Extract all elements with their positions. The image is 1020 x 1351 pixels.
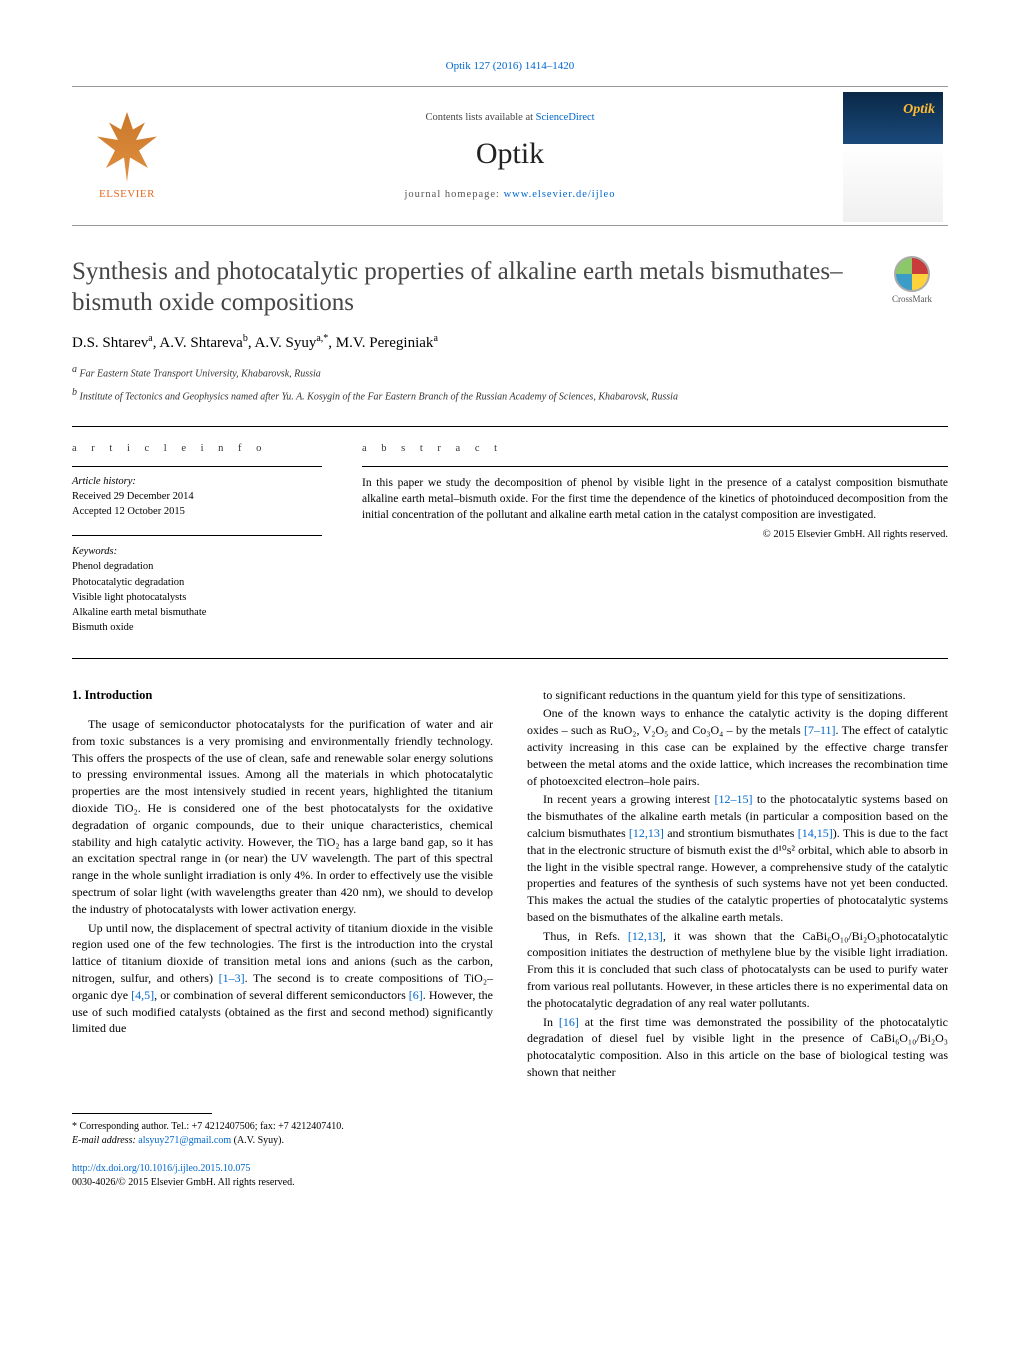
journal-cover-thumbnail[interactable] [843, 92, 943, 222]
history-label: Article history: [72, 476, 136, 487]
crossmark-badge[interactable]: CrossMark [876, 256, 948, 304]
keyword: Bismuth oxide [72, 622, 134, 633]
abstract-text: In this paper we study the decomposition… [362, 475, 948, 523]
homepage-prefix: journal homepage: [405, 189, 504, 200]
elsevier-tree-icon [97, 112, 157, 182]
keywords-block: Keywords: Phenol degradation Photocatalyt… [72, 544, 322, 635]
footnote-divider [72, 1113, 212, 1114]
crossmark-icon [894, 256, 930, 292]
citation-ref[interactable]: [12,13] [629, 826, 664, 840]
divider [72, 426, 948, 427]
citation-ref[interactable]: [12–15] [714, 792, 752, 806]
keyword: Photocatalytic degradation [72, 577, 184, 588]
issn-copyright: 0030-4026/© 2015 Elsevier GmbH. All righ… [72, 1177, 295, 1188]
journal-name: Optik [476, 137, 544, 171]
doi-link[interactable]: http://dx.doi.org/10.1016/j.ijleo.2015.1… [72, 1163, 250, 1174]
keyword: Visible light photocatalysts [72, 592, 186, 603]
article-title: Synthesis and photocatalytic properties … [72, 256, 864, 319]
body-paragraph: In [16] at the first time was demonstrat… [527, 1014, 948, 1081]
citation-ref[interactable]: [1–3] [219, 971, 245, 985]
email-link[interactable]: alsyuy271@gmail.com [138, 1135, 231, 1146]
body-paragraph: One of the known ways to enhance the cat… [527, 705, 948, 789]
body-paragraph: Thus, in Refs. [12,13], it was shown tha… [527, 928, 948, 1012]
journal-header: ELSEVIER Contents lists available at Sci… [72, 86, 948, 226]
homepage-link[interactable]: www.elsevier.de/ijleo [504, 189, 616, 200]
citation-ref[interactable]: [14,15] [798, 826, 833, 840]
corr-author-line: * Corresponding author. Tel.: +7 4212407… [72, 1120, 948, 1134]
body-paragraph: In recent years a growing interest [12–1… [527, 791, 948, 925]
email-label: E-mail address: [72, 1135, 138, 1146]
article-history: Article history: Received 29 December 20… [72, 475, 322, 519]
email-paren: (A.V. Syuy). [231, 1135, 284, 1146]
received-date: Received 29 December 2014 [72, 491, 194, 502]
crossmark-label: CrossMark [892, 294, 932, 304]
contents-prefix: Contents lists available at [425, 112, 535, 123]
citation-ref[interactable]: [12,13] [628, 929, 663, 943]
citation-ref[interactable]: [16] [559, 1015, 579, 1029]
contents-line: Contents lists available at ScienceDirec… [425, 112, 594, 123]
citation-ref[interactable]: [4,5] [131, 988, 154, 1002]
intro-heading: 1. Introduction [72, 687, 493, 705]
affiliation: a Far Eastern State Transport University… [72, 362, 948, 381]
body-paragraph: The usage of semiconductor photocatalyst… [72, 716, 493, 918]
affiliation: b Institute of Tectonics and Geophysics … [72, 385, 948, 404]
publisher-name: ELSEVIER [99, 188, 155, 200]
divider [72, 658, 948, 659]
keywords-label: Keywords: [72, 546, 117, 557]
publisher-logo[interactable]: ELSEVIER [72, 87, 182, 225]
body-paragraph: to significant reductions in the quantum… [527, 687, 948, 704]
citation-ref[interactable]: [6] [409, 988, 423, 1002]
article-info-label: a r t i c l e i n f o [72, 443, 322, 454]
abstract-copyright: © 2015 Elsevier GmbH. All rights reserve… [362, 529, 948, 540]
sciencedirect-link[interactable]: ScienceDirect [536, 112, 595, 123]
authors: D.S. Shtareva, A.V. Shtarevab, A.V. Syuy… [72, 333, 948, 352]
journal-ref[interactable]: Optik 127 (2016) 1414–1420 [72, 60, 948, 72]
accepted-date: Accepted 12 October 2015 [72, 506, 185, 517]
corresponding-author-footnote: * Corresponding author. Tel.: +7 4212407… [72, 1120, 948, 1148]
homepage-line: journal homepage: www.elsevier.de/ijleo [405, 189, 616, 200]
keyword: Phenol degradation [72, 561, 153, 572]
citation-ref[interactable]: [7–11] [804, 723, 836, 737]
body-paragraph: Up until now, the displacement of spectr… [72, 920, 493, 1038]
keyword: Alkaline earth metal bismuthate [72, 607, 206, 618]
abstract-label: a b s t r a c t [362, 443, 948, 454]
